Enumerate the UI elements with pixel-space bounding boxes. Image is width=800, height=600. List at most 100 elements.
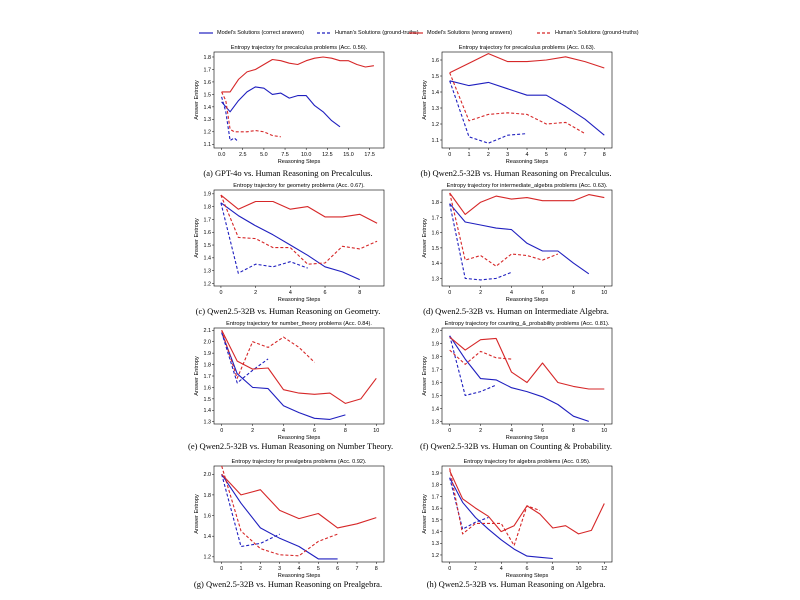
chart-svg: Entropy trajectory for prealgebra proble…: [194, 459, 385, 579]
chart-title: Entropy trajectory for number_theory pro…: [226, 321, 372, 327]
x-tick-label: 4: [510, 428, 513, 434]
series-line-wrong-model: [449, 336, 605, 390]
y-tick-label: 1.5: [432, 393, 440, 399]
series-line-correct-model: [221, 332, 346, 420]
x-tick-label: 10.0: [301, 152, 312, 158]
chart-title: Entropy trajectory for algebra problems …: [464, 459, 591, 465]
plot-frame: [213, 189, 385, 287]
y-tick-label: 1.5: [204, 397, 212, 403]
y-tick-label: 1.4: [204, 408, 212, 414]
x-tick-label: 7: [583, 152, 586, 158]
x-tick-label: 0: [448, 290, 451, 296]
y-tick-label: 1.8: [432, 483, 440, 489]
series-line-wrong-model: [220, 194, 378, 224]
x-axis-label: Reasoning Steps: [506, 435, 549, 441]
series-line-correct-model: [220, 202, 360, 281]
y-tick-label: 1.3: [432, 276, 440, 282]
y-tick-label: 1.1: [204, 142, 212, 148]
chart-title: Entropy trajectory for precalculus probl…: [459, 45, 596, 51]
chart-svg: Entropy trajectory for intermediate_alge…: [422, 183, 613, 303]
figure-caption: (g) Qwen2.5-32B vs. Human Reasoning on P…: [193, 579, 383, 589]
y-tick-label: 1.8: [204, 362, 212, 368]
legend-item: Model's Solutions (wrong answers): [408, 30, 512, 36]
x-tick-label: 3: [278, 566, 281, 572]
series-line-correct-model: [449, 203, 590, 275]
series-line-wrong-model: [221, 330, 377, 404]
x-tick-label: 17.5: [364, 152, 375, 158]
series-line-correct-human: [449, 335, 497, 397]
chart-svg: Entropy trajectory for number_theory pro…: [194, 321, 385, 441]
x-axis-label: Reasoning Steps: [278, 435, 321, 441]
x-tick-label: 8: [572, 428, 575, 434]
plot-frame: [441, 189, 613, 287]
chart-panel: Entropy trajectory for algebra problems …: [416, 458, 616, 591]
x-tick-label: 4: [298, 566, 301, 572]
y-tick-label: 1.7: [204, 217, 212, 223]
series-line-wrong-human: [449, 192, 559, 267]
y-tick-label: 1.4: [432, 90, 440, 96]
y-tick-label: 1.8: [204, 493, 212, 499]
series-line-wrong-model: [221, 56, 374, 93]
figure-caption: (h) Qwen2.5-32B vs. Human Reasoning on A…: [426, 579, 606, 589]
legend-swatch: [199, 32, 213, 34]
x-tick-label: 4: [289, 290, 292, 296]
x-tick-label: 7.5: [281, 152, 289, 158]
x-tick-label: 6: [526, 566, 529, 572]
x-tick-label: 10: [373, 428, 379, 434]
chart-panel: Entropy trajectory for precalculus probl…: [416, 44, 616, 178]
y-tick-label: 1.8: [204, 205, 212, 211]
legend-swatch: [537, 32, 551, 34]
series-line-correct-human: [221, 474, 280, 548]
legend-label: Model's Solutions (correct answers): [217, 30, 304, 36]
x-tick-label: 4: [282, 428, 285, 434]
chart-title: Entropy trajectory for geometry problems…: [233, 183, 365, 189]
chart-legend: Model's Solutions (correct answers) Human…: [150, 30, 650, 44]
y-tick-label: 2.0: [204, 472, 212, 478]
y-tick-label: 1.5: [432, 74, 440, 80]
chart-svg: Entropy trajectory for geometry problems…: [194, 183, 385, 303]
plot-frame: [213, 51, 385, 149]
y-tick-label: 1.2: [432, 122, 440, 128]
y-tick-label: 1.4: [204, 105, 212, 111]
plot-frame: [441, 465, 613, 563]
y-tick-label: 1.6: [432, 58, 440, 64]
series-line-wrong-model: [449, 470, 605, 535]
y-tick-label: 1.6: [204, 385, 212, 391]
x-tick-label: 2: [251, 428, 254, 434]
x-tick-label: 6: [336, 566, 339, 572]
x-tick-label: 5.0: [260, 152, 268, 158]
figure-caption: (b) Qwen2.5-32B vs. Human Reasoning on P…: [420, 168, 612, 178]
series-line-wrong-human: [220, 194, 378, 265]
y-tick-label: 1.2: [432, 553, 440, 559]
y-tick-label: 1.2: [204, 130, 212, 136]
x-axis-label: Reasoning Steps: [278, 297, 321, 303]
y-tick-label: 1.7: [432, 494, 440, 500]
x-tick-label: 0: [448, 428, 451, 434]
y-tick-label: 1.6: [432, 506, 440, 512]
y-axis-label: Answer Entropy: [422, 80, 428, 120]
x-tick-label: 5: [545, 152, 548, 158]
x-tick-label: 1: [240, 566, 243, 572]
x-axis-label: Reasoning Steps: [506, 159, 549, 165]
series-line-wrong-human: [221, 465, 338, 557]
series-line-correct-model: [221, 86, 341, 128]
x-tick-label: 8: [344, 428, 347, 434]
legend-label: Model's Solutions (wrong answers): [427, 30, 513, 36]
chart-panel: Entropy trajectory for counting_&_probab…: [416, 320, 616, 453]
series-line-wrong-model: [221, 473, 377, 529]
chart-svg: Entropy trajectory for precalculus probl…: [194, 45, 385, 165]
x-tick-label: 1: [468, 152, 471, 158]
series-line-wrong-model: [449, 192, 605, 215]
plot-frame: [441, 327, 613, 425]
x-tick-label: 6: [541, 428, 544, 434]
x-tick-label: 10: [601, 428, 607, 434]
y-axis-label: Answer Entropy: [422, 218, 428, 258]
x-tick-label: 2: [487, 152, 490, 158]
series-line-correct-human: [449, 203, 512, 281]
y-tick-label: 2.0: [204, 340, 212, 346]
y-tick-label: 1.2: [204, 555, 212, 561]
y-tick-label: 2.0: [432, 328, 440, 334]
x-tick-label: 10: [601, 290, 607, 296]
y-axis-label: Answer Entropy: [194, 80, 200, 120]
y-tick-label: 2.1: [204, 328, 212, 334]
